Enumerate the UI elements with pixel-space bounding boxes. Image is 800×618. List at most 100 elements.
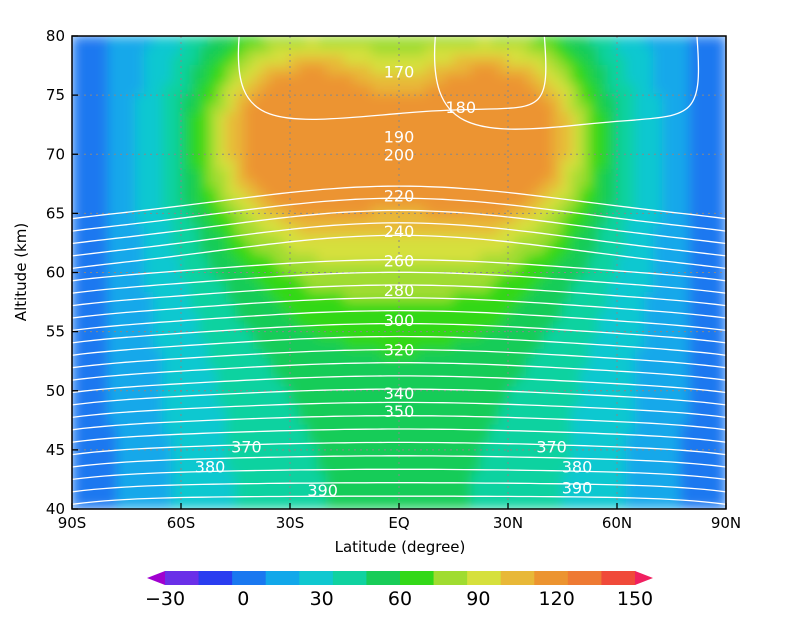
field-cell (616, 186, 627, 198)
field-cell (498, 54, 509, 65)
field-cell (162, 394, 173, 406)
field-cell (235, 111, 246, 122)
field-cell (171, 92, 182, 103)
field-cell (434, 328, 445, 340)
field-cell (198, 73, 209, 84)
field-cell (589, 480, 600, 491)
field-cell (362, 272, 373, 283)
field-cell (135, 442, 146, 453)
field-cell (543, 234, 554, 245)
field-cell (571, 432, 582, 444)
field-cell (362, 262, 373, 273)
field-cell (153, 120, 164, 132)
field-cell (525, 101, 536, 113)
field-cell (253, 394, 264, 406)
field-cell (253, 205, 264, 217)
field-cell (625, 499, 636, 509)
field-cell (453, 139, 464, 151)
field-cell (689, 442, 700, 453)
field-cell (235, 442, 246, 453)
field-cell (716, 215, 726, 226)
field-cell (380, 300, 391, 311)
field-cell (244, 432, 255, 444)
field-cell (571, 489, 582, 501)
field-cell (471, 357, 482, 368)
field-cell (334, 461, 345, 472)
colorbar-swatch (400, 571, 435, 585)
field-cell (80, 243, 91, 255)
field-cell (98, 300, 109, 311)
field-cell (280, 328, 291, 340)
field-cell (207, 130, 218, 141)
field-cell (625, 413, 636, 425)
field-cell (598, 36, 609, 46)
field-cell (616, 470, 627, 482)
field-cell (616, 92, 627, 103)
field-cell (334, 385, 345, 396)
field-cell (516, 36, 527, 46)
field-cell (462, 499, 473, 509)
field-cell (298, 234, 309, 245)
field-cell (216, 413, 227, 425)
field-cell (325, 366, 336, 378)
field-cell (580, 281, 591, 292)
field-cell (471, 215, 482, 226)
field-cell (480, 205, 491, 217)
field-cell (307, 167, 318, 179)
field-cell (144, 442, 155, 453)
field-cell (135, 499, 146, 509)
field-cell (716, 44, 726, 56)
field-cell (671, 92, 682, 103)
field-cell (416, 224, 427, 236)
field-cell (334, 423, 345, 434)
field-cell (316, 73, 327, 84)
field-cell (262, 224, 273, 236)
field-cell (652, 243, 663, 255)
field-cell (380, 470, 391, 482)
field-cell (652, 224, 663, 236)
field-cell (625, 319, 636, 330)
field-cell (334, 101, 345, 113)
field-cell (344, 101, 355, 113)
field-cell (398, 120, 409, 132)
field-cell (453, 423, 464, 434)
field-cell (389, 111, 400, 122)
field-cell (198, 224, 209, 236)
field-cell (471, 158, 482, 169)
field-cell (198, 499, 209, 509)
field-cell (262, 234, 273, 245)
field-cell (580, 413, 591, 425)
field-cell (344, 357, 355, 368)
field-cell (380, 63, 391, 75)
field-cell (225, 54, 236, 65)
field-cell (135, 404, 146, 415)
field-cell (516, 461, 527, 472)
field-cell (634, 290, 645, 302)
field-cell (225, 347, 236, 359)
field-cell (271, 499, 282, 509)
field-cell (471, 54, 482, 65)
field-cell (625, 186, 636, 198)
field-cell (543, 253, 554, 264)
field-cell (144, 36, 155, 46)
field-cell (689, 101, 700, 113)
field-cell (525, 224, 536, 236)
field-cell (498, 215, 509, 226)
field-cell (489, 461, 500, 472)
field-cell (634, 130, 645, 141)
field-cell (116, 461, 127, 472)
line-contours (72, 36, 726, 505)
field-cell (480, 404, 491, 415)
field-cell (325, 44, 336, 56)
field-cell (671, 243, 682, 255)
field-cell (480, 36, 491, 46)
field-cell (616, 357, 627, 368)
field-cell (525, 461, 536, 472)
field-cell (344, 73, 355, 84)
field-cell (462, 461, 473, 472)
field-cell (571, 499, 582, 509)
field-cell (389, 224, 400, 236)
field-cell (534, 366, 545, 378)
field-cell (416, 73, 427, 84)
